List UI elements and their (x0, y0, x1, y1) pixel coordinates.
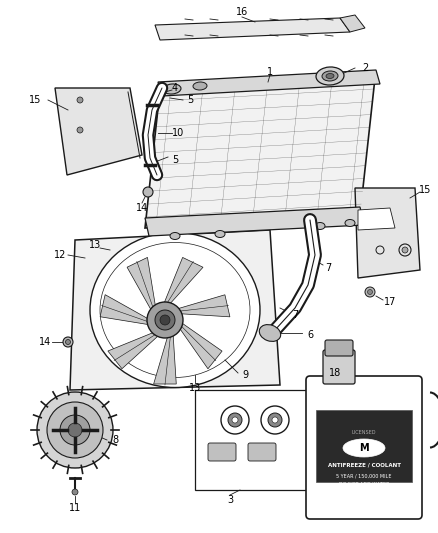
Text: 13: 13 (189, 383, 201, 393)
Text: 18: 18 (329, 368, 341, 378)
FancyBboxPatch shape (208, 443, 236, 461)
Polygon shape (70, 230, 280, 390)
Ellipse shape (193, 82, 207, 90)
Text: 16: 16 (236, 7, 248, 17)
Text: 6: 6 (307, 330, 313, 340)
Text: 10: 10 (172, 128, 184, 138)
Polygon shape (180, 324, 222, 369)
Circle shape (68, 423, 82, 437)
Text: 7: 7 (325, 263, 331, 273)
Text: 4: 4 (172, 83, 178, 93)
Circle shape (66, 340, 71, 344)
Polygon shape (154, 336, 176, 384)
FancyBboxPatch shape (195, 390, 315, 490)
Text: 1: 1 (267, 67, 273, 77)
Circle shape (147, 302, 183, 338)
Ellipse shape (316, 67, 344, 85)
Polygon shape (155, 18, 350, 40)
Text: 11: 11 (69, 503, 81, 513)
Ellipse shape (215, 230, 225, 238)
Text: 14: 14 (39, 337, 51, 347)
Ellipse shape (163, 84, 181, 94)
Circle shape (232, 417, 238, 423)
Text: 8: 8 (112, 435, 118, 445)
Text: 5: 5 (187, 95, 193, 105)
Polygon shape (145, 207, 364, 236)
Circle shape (37, 392, 113, 468)
Polygon shape (145, 78, 375, 228)
Circle shape (365, 287, 375, 297)
Text: 15: 15 (419, 185, 431, 195)
Polygon shape (100, 295, 148, 325)
Text: LICENSED: LICENSED (352, 430, 376, 434)
FancyBboxPatch shape (306, 376, 422, 519)
FancyBboxPatch shape (248, 443, 276, 461)
FancyBboxPatch shape (316, 410, 412, 482)
FancyBboxPatch shape (323, 350, 355, 384)
Circle shape (77, 127, 83, 133)
Circle shape (63, 337, 73, 347)
Polygon shape (179, 295, 230, 317)
Text: 12: 12 (54, 250, 66, 260)
Text: 5: 5 (172, 155, 178, 165)
Ellipse shape (322, 71, 338, 81)
Circle shape (367, 289, 372, 295)
Polygon shape (108, 333, 158, 369)
Circle shape (143, 187, 153, 197)
Circle shape (155, 310, 175, 330)
Text: 15: 15 (29, 95, 41, 105)
Text: 2: 2 (362, 63, 368, 73)
Ellipse shape (345, 220, 355, 227)
Circle shape (47, 402, 103, 458)
Text: M: M (359, 443, 369, 453)
Text: DO NOT ADD WATER: DO NOT ADD WATER (339, 482, 389, 488)
Circle shape (72, 489, 78, 495)
Polygon shape (340, 15, 365, 32)
Polygon shape (158, 70, 380, 96)
Polygon shape (127, 257, 155, 309)
Ellipse shape (326, 74, 334, 78)
Circle shape (228, 413, 242, 427)
Ellipse shape (315, 222, 325, 230)
Text: 5 YEAR / 150,000 MILE: 5 YEAR / 150,000 MILE (336, 473, 392, 479)
Text: 9: 9 (242, 370, 248, 380)
Ellipse shape (343, 439, 385, 457)
Text: ANTIFREEZE / COOLANT: ANTIFREEZE / COOLANT (328, 463, 400, 467)
Ellipse shape (259, 325, 281, 342)
Text: 3: 3 (227, 495, 233, 505)
Circle shape (77, 97, 83, 103)
Circle shape (268, 413, 282, 427)
Circle shape (272, 417, 278, 423)
Polygon shape (355, 188, 420, 278)
Circle shape (160, 315, 170, 325)
Polygon shape (165, 257, 203, 303)
Circle shape (60, 415, 90, 445)
Ellipse shape (170, 232, 180, 239)
FancyBboxPatch shape (325, 340, 353, 356)
Text: 14: 14 (136, 203, 148, 213)
Ellipse shape (90, 232, 260, 387)
Text: 13: 13 (89, 240, 101, 250)
Polygon shape (55, 88, 142, 175)
Text: 7: 7 (292, 310, 298, 320)
Polygon shape (358, 208, 395, 230)
Circle shape (402, 247, 408, 253)
Text: 17: 17 (384, 297, 396, 307)
